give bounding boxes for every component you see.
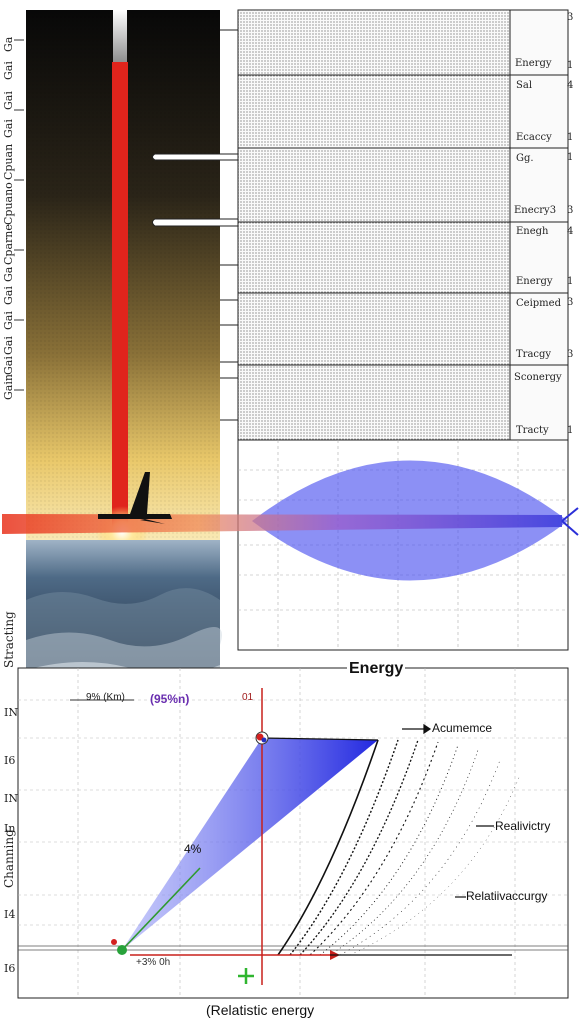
strip-label-13: Gain [2, 374, 15, 400]
annotation-acumemce: Acumemce [432, 721, 493, 735]
panel-3-bottom-num: 3 [567, 205, 574, 216]
pointer-arrow-2 [152, 218, 239, 227]
strip-label-1: Ga [2, 36, 15, 52]
strip-label-4: Gai [2, 119, 15, 138]
mid-label: 4% [184, 842, 202, 856]
panel-4-top-label: Enegh [516, 226, 549, 237]
green-line [121, 867, 201, 951]
panel-2-bottom-num: 1 [567, 132, 574, 143]
panel-2-top-num: 4 [567, 80, 574, 91]
origin-marker [117, 945, 127, 955]
y-axis-label: Channing [2, 829, 16, 888]
panel-2-bottom-label: Ecaccy [516, 132, 552, 143]
strip-label-6: Cpuano [2, 182, 15, 225]
top-left-note: 9% (Km) [86, 692, 125, 703]
annotation-relatiivaccurgy: Relatiivaccurgy [466, 889, 548, 903]
red-line-label: 01 [242, 692, 254, 703]
y-tick-4: In [4, 822, 16, 835]
bottom-chart-grid [17, 667, 569, 999]
chart-title: Energy [347, 660, 406, 678]
spacecraft-icon [98, 472, 172, 524]
panel-5-bottom-label: Tracgy [516, 349, 552, 360]
vertical-red-beam [112, 62, 128, 532]
panel-4-bottom-num: 1 [567, 276, 574, 287]
panel-3-top-num: 1 [567, 152, 574, 163]
panel-6-bottom-label: Tracty [516, 425, 549, 436]
panel-1-bottom-num: 1 [567, 60, 574, 71]
photo-panel [26, 10, 222, 690]
relativistic-curve [277, 739, 521, 956]
panel-5-bottom-num: 3 [567, 349, 574, 360]
top-left-note-2: (95%n) [150, 692, 190, 706]
panel-1-bottom-label: Energy [515, 58, 552, 69]
strip-label-9: Gai [2, 286, 15, 305]
strip-label-5: Cpuan [2, 143, 15, 180]
mid-left-label: Stracting [2, 611, 16, 668]
y-tick-1: IN [4, 706, 18, 719]
y-tick-6: I6 [4, 962, 16, 975]
strip-label-11: Gai [2, 336, 15, 355]
annotation-realivictry: Realivictry [495, 819, 551, 833]
strip-label-2: Gai [2, 61, 15, 80]
panel-3-bottom-label: Enecry3 [514, 205, 557, 216]
bottom-note: +3% 0h [136, 957, 171, 968]
panel-1-top-num: 3 [567, 12, 574, 23]
blue-triangle [122, 738, 378, 950]
spectral-panels [152, 9, 569, 441]
strip-label-7: Cparne [2, 224, 15, 265]
strip-label-12: Gai [2, 356, 15, 375]
panel-4-bottom-label: Energy [516, 276, 553, 287]
y-tick-3: IN [4, 792, 18, 805]
panel-5-top-num: 3 [567, 297, 574, 308]
x-axis-label: (Relatistic energy [206, 1002, 315, 1018]
panel-4-top-num: 4 [567, 226, 574, 237]
left-label-ticks [14, 39, 24, 391]
panel-2-top-label: Sal [516, 80, 533, 91]
panel-5-top-label: Ceipmed [516, 298, 561, 309]
strip-label-8: Ga [2, 266, 15, 282]
pointer-arrow-1 [152, 153, 239, 161]
strip-label-3: Gai [2, 91, 15, 110]
y-tick-5: I4 [4, 908, 16, 921]
panel-3-top-label: Gg. [516, 153, 534, 164]
y-tick-2: I6 [4, 754, 16, 767]
lens-chart [237, 439, 569, 651]
panel-6-bottom-num: 1 [567, 425, 574, 436]
panel-6-top-label: Sconergy [514, 372, 562, 383]
plus-marker [238, 968, 254, 984]
strip-label-10: Gai [2, 311, 15, 330]
